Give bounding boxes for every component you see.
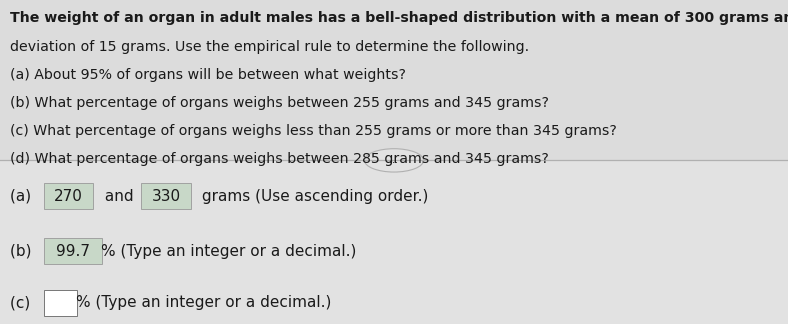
Ellipse shape <box>364 149 424 172</box>
FancyBboxPatch shape <box>44 238 102 264</box>
FancyBboxPatch shape <box>44 183 93 209</box>
Text: (c) What percentage of organs weighs less than 255 grams or more than 345 grams?: (c) What percentage of organs weighs les… <box>10 124 617 138</box>
Text: and: and <box>99 189 138 203</box>
Text: (b) What percentage of organs weighs between 255 grams and 345 grams?: (b) What percentage of organs weighs bet… <box>10 96 549 110</box>
Bar <box>0 160 788 324</box>
Text: % (Type an integer or a decimal.): % (Type an integer or a decimal.) <box>101 244 356 259</box>
Bar <box>0 0 788 160</box>
Text: The weight of an organ in adult males has a bell-shaped distribution with a mean: The weight of an organ in adult males ha… <box>10 11 788 25</box>
Text: 99.7: 99.7 <box>56 244 91 259</box>
Text: grams (Use ascending order.): grams (Use ascending order.) <box>197 189 429 203</box>
Text: (c): (c) <box>10 295 35 310</box>
Text: (d) What percentage of organs weighs between 285 grams and 345 grams?: (d) What percentage of organs weighs bet… <box>10 152 549 166</box>
Text: (a) About 95% of organs will be between what weights?: (a) About 95% of organs will be between … <box>10 68 407 82</box>
Text: % (Type an integer or a decimal.): % (Type an integer or a decimal.) <box>76 295 331 310</box>
Text: ...: ... <box>389 156 399 165</box>
FancyBboxPatch shape <box>142 183 191 209</box>
FancyBboxPatch shape <box>44 290 77 316</box>
Text: 330: 330 <box>151 189 180 203</box>
Text: 270: 270 <box>54 189 84 203</box>
Text: (b): (b) <box>10 244 36 259</box>
Text: deviation of 15 grams. Use the empirical rule to determine the following.: deviation of 15 grams. Use the empirical… <box>10 40 530 53</box>
Text: (a): (a) <box>10 189 36 203</box>
